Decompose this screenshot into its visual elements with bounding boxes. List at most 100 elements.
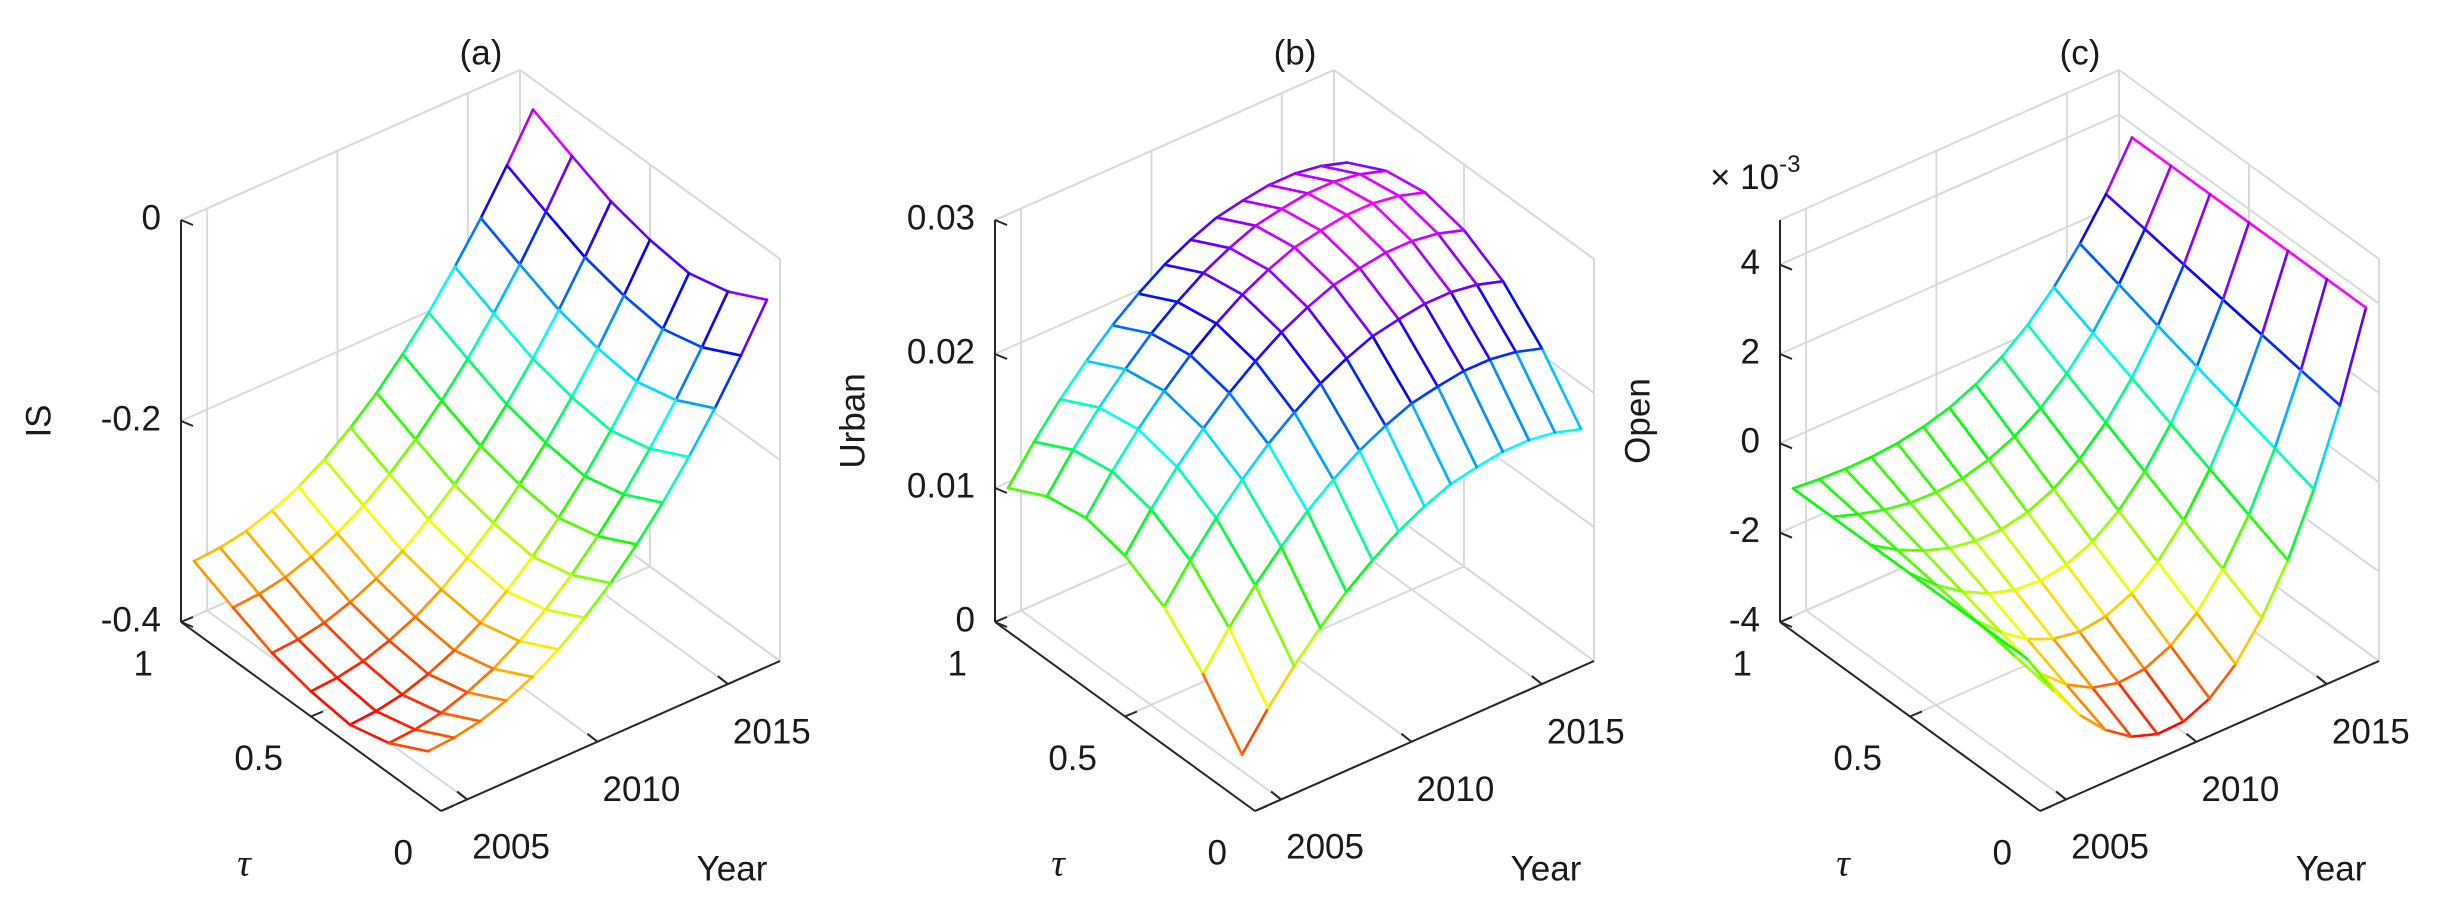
mesh-edge xyxy=(413,728,456,740)
mesh-face xyxy=(2105,378,2171,472)
mesh-edge xyxy=(557,516,599,538)
mesh-edge xyxy=(2130,592,2172,648)
mesh-edge xyxy=(1397,505,1426,533)
mesh-face xyxy=(1164,560,1230,675)
mesh-edge xyxy=(297,485,339,535)
mesh-face xyxy=(1372,319,1438,404)
panel: 0 0.01 0.02 0.03 0 0.5 1 2005 2010 2015 (b) Year τ Ur… xyxy=(833,33,1625,888)
mesh-face xyxy=(272,639,338,692)
mesh-edge xyxy=(1267,268,1309,309)
mesh-face xyxy=(610,381,676,449)
mesh-edge xyxy=(2299,369,2342,407)
mesh-edge xyxy=(1921,549,1964,593)
mesh-edge xyxy=(2143,470,2185,522)
mesh-face xyxy=(2118,669,2184,735)
mesh-edge xyxy=(2026,487,2055,514)
mesh-edge xyxy=(531,555,573,577)
mesh-edge xyxy=(1280,207,1322,232)
mesh-face xyxy=(1949,541,2015,594)
mesh-edge xyxy=(726,290,769,302)
z-tick xyxy=(1779,263,1793,271)
mesh-edge xyxy=(1986,592,2029,641)
mesh-edge xyxy=(2130,324,2160,380)
mesh-edge xyxy=(531,516,560,558)
mesh-edge xyxy=(2130,376,2173,426)
mesh-edge xyxy=(492,483,521,525)
mesh-edge xyxy=(1921,546,1951,553)
mesh-edge xyxy=(387,639,430,676)
mesh-edge xyxy=(1254,331,1283,363)
mesh-edge xyxy=(2000,355,2042,410)
mesh-edge xyxy=(336,504,365,535)
mesh-edge xyxy=(2182,263,2225,302)
mesh-face xyxy=(1910,492,1976,549)
mesh-edge xyxy=(2026,510,2068,566)
mesh-edge xyxy=(2038,671,2081,716)
mesh-edge xyxy=(1215,322,1257,363)
box-edge xyxy=(1779,69,2120,221)
mesh-face xyxy=(1411,386,1477,485)
mesh-edge xyxy=(505,164,548,214)
mesh-face xyxy=(545,574,611,618)
mesh-edge xyxy=(479,444,521,486)
mesh-edge xyxy=(361,659,404,696)
mesh-edge xyxy=(400,672,430,696)
mesh-edge xyxy=(2234,333,2264,409)
mesh-edge xyxy=(1241,268,1270,296)
z-tick-label: -4 xyxy=(1729,600,1760,639)
mesh-edge xyxy=(2104,592,2133,618)
mesh-edge xyxy=(1058,398,1101,409)
x-tick-label: 2010 xyxy=(2202,770,2280,809)
mesh-face xyxy=(532,309,598,398)
mesh-face xyxy=(363,473,429,552)
mesh-face xyxy=(1450,284,1516,360)
mesh-face xyxy=(493,484,559,557)
mesh-edge xyxy=(648,447,691,459)
grid-line xyxy=(994,69,1335,221)
mesh-face xyxy=(1203,627,1269,755)
mesh-edge xyxy=(2052,286,2095,334)
mesh-edge xyxy=(2143,164,2173,231)
mesh-edge xyxy=(453,649,495,671)
mesh-edge xyxy=(1176,271,1205,304)
mesh-face xyxy=(272,486,338,557)
mesh-edge xyxy=(1162,389,1205,430)
mesh-face xyxy=(2079,616,2145,683)
mesh-edge xyxy=(518,483,560,520)
mesh-edge xyxy=(596,347,639,384)
mesh-edge xyxy=(2013,435,2055,491)
mesh-face xyxy=(1437,230,1503,285)
mesh-edge xyxy=(2299,277,2329,372)
mesh-face xyxy=(2105,593,2171,670)
grid-line xyxy=(1779,113,2120,266)
mesh-face xyxy=(233,593,299,653)
mesh-face xyxy=(415,400,481,485)
mesh-edge xyxy=(1462,358,1492,373)
mesh-face xyxy=(1359,252,1425,320)
mesh-edge xyxy=(1253,545,1283,587)
mesh-face xyxy=(376,551,442,618)
mesh-face xyxy=(1897,426,1963,493)
y-tick xyxy=(1254,805,1268,812)
mesh-edge xyxy=(2091,283,2121,334)
mesh-face xyxy=(402,674,468,713)
mesh-edge xyxy=(414,438,456,487)
mesh-face xyxy=(1086,325,1152,370)
mesh-edge xyxy=(2039,563,2068,582)
mesh-face xyxy=(2183,194,2249,300)
mesh-edge xyxy=(1843,467,1886,512)
y-tick xyxy=(994,616,1008,623)
mesh-edge xyxy=(375,577,417,619)
mesh-edge xyxy=(1974,383,2016,438)
mesh-edge xyxy=(1306,180,1336,195)
mesh-face xyxy=(1203,392,1269,480)
mesh-edge xyxy=(570,347,600,399)
mesh-face xyxy=(1962,459,2028,530)
mesh-edge xyxy=(2182,467,2212,522)
mesh-edge xyxy=(1384,239,1414,255)
mesh-edge xyxy=(570,154,613,203)
mesh-edge xyxy=(336,531,378,580)
mesh-edge xyxy=(700,346,743,357)
mesh-edge xyxy=(2078,615,2107,634)
y-tick xyxy=(2039,805,2053,812)
